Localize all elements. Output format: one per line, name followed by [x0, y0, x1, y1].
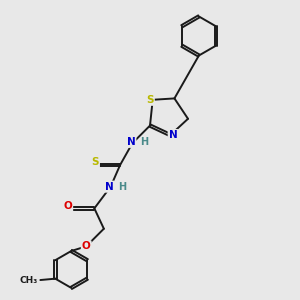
Text: N: N: [105, 182, 114, 192]
Text: N: N: [127, 137, 135, 147]
Text: CH₃: CH₃: [20, 275, 38, 284]
Text: N: N: [169, 130, 177, 140]
Text: O: O: [82, 242, 91, 251]
Text: H: H: [118, 182, 126, 192]
Text: H: H: [140, 137, 148, 147]
Text: S: S: [92, 157, 99, 167]
Text: S: S: [146, 95, 154, 105]
Text: O: O: [63, 201, 72, 211]
